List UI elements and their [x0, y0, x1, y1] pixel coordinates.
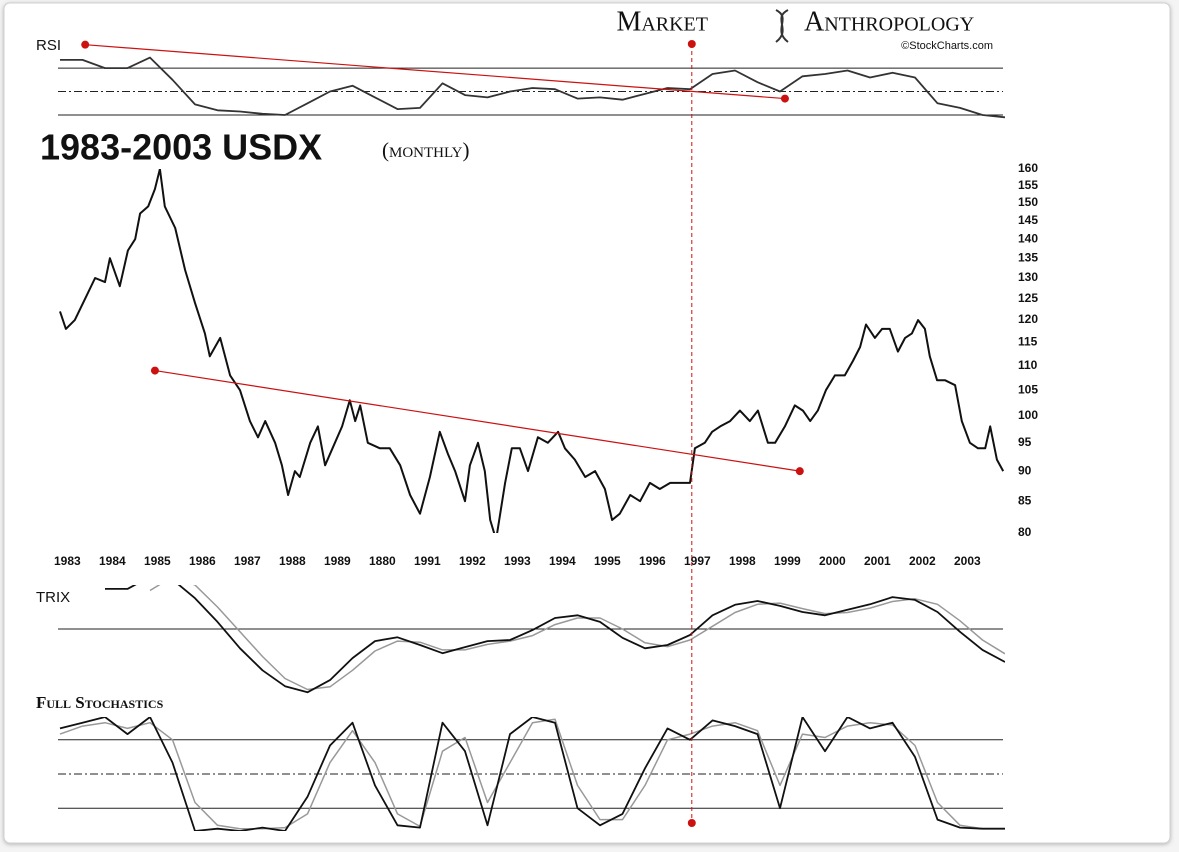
- x-tick-label: 1999: [774, 554, 801, 568]
- stoch-title: Full Stochastics: [36, 693, 164, 712]
- marker-dot: [687, 819, 696, 827]
- trendline-point: [81, 40, 90, 49]
- credit: ©StockCharts.com: [901, 40, 993, 52]
- y-tick-label: 150: [1018, 195, 1038, 209]
- y-tick-label: 140: [1018, 231, 1038, 245]
- x-tick-label: 2003: [954, 554, 981, 568]
- x-tick-label: 2000: [819, 554, 846, 568]
- y-tick-label: 100: [1018, 408, 1038, 422]
- x-tick-label: 1880: [369, 554, 396, 568]
- x-tick-label: 2001: [864, 554, 891, 568]
- x-tick-label: 1993: [504, 554, 531, 568]
- series-line: [105, 585, 1005, 694]
- marker-dot: [687, 40, 696, 48]
- x-tick-label: 2002: [909, 554, 936, 568]
- y-tick-label: 80: [1018, 525, 1032, 539]
- x-tick-label: 1986: [189, 554, 216, 568]
- series-line: [59, 717, 1005, 831]
- y-tick-label: 90: [1018, 463, 1032, 477]
- brand-right: Anthropology: [804, 6, 974, 37]
- y-tick-label: 115: [1018, 335, 1038, 349]
- x-tick-label: 1984: [99, 554, 126, 568]
- y-tick-label: 125: [1018, 291, 1038, 305]
- x-tick-label: 1995: [594, 554, 621, 568]
- frame: [3, 2, 1171, 844]
- trendline-point: [150, 366, 159, 375]
- x-tick-label: 1998: [729, 554, 756, 568]
- main-title: 1983-2003 USDX: [40, 127, 322, 168]
- brand-left: Market: [616, 6, 708, 37]
- y-tick-label: 160: [1018, 161, 1038, 175]
- x-tick-label: 1997: [684, 554, 711, 568]
- y-tick-label: 135: [1018, 250, 1038, 264]
- y-tick-label: 110: [1018, 358, 1038, 372]
- y-tick-label: 155: [1018, 178, 1038, 192]
- series-line: [59, 169, 1005, 533]
- brand-icon: [775, 9, 789, 43]
- trendline: [154, 369, 800, 472]
- signal-line: [59, 718, 1005, 830]
- trendline: [85, 44, 785, 100]
- rsi-title: RSI: [36, 37, 61, 54]
- y-tick-label: 85: [1018, 493, 1032, 507]
- x-tick-label: 1988: [279, 554, 306, 568]
- x-tick-label: 1989: [324, 554, 351, 568]
- trendline-point: [780, 94, 789, 103]
- main-subtitle: (monthly): [382, 138, 469, 162]
- x-tick-label: 1987: [234, 554, 261, 568]
- x-tick-label: 1992: [459, 554, 486, 568]
- y-tick-label: 130: [1018, 270, 1038, 284]
- y-tick-label: 145: [1018, 213, 1038, 227]
- series-line: [60, 56, 1005, 119]
- y-tick-label: 105: [1018, 382, 1038, 396]
- trix-title: TRIX: [36, 589, 70, 606]
- signal-line: [149, 585, 1005, 691]
- trendline-point: [795, 467, 804, 476]
- x-tick-label: 1983: [54, 554, 81, 568]
- y-tick-label: 120: [1018, 312, 1038, 326]
- y-tick-label: 95: [1018, 435, 1032, 449]
- x-tick-label: 1991: [414, 554, 441, 568]
- x-tick-label: 1994: [549, 554, 576, 568]
- x-tick-label: 1996: [639, 554, 666, 568]
- x-tick-label: 1985: [144, 554, 171, 568]
